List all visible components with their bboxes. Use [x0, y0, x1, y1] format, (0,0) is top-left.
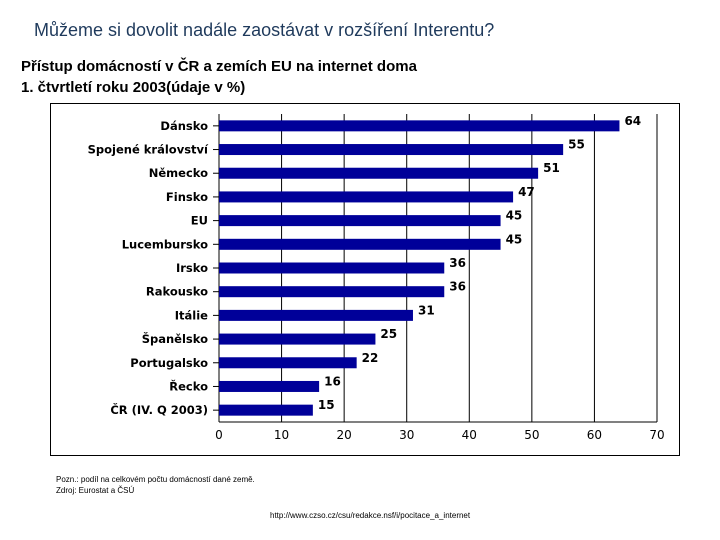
- bar-chart: Dánsko 64 Spojené království 55 Německo 51 Fin…: [88, 114, 665, 442]
- bar-9: [219, 333, 376, 345]
- category-label-7: Rakousko: [146, 285, 208, 299]
- source-line: Zdroj: Eurostat a ČSÚ: [56, 486, 135, 495]
- subtitle-line-2: 1. čtvrtletí roku 2003(údaje v %): [21, 79, 246, 96]
- bar-12: [219, 404, 313, 416]
- value-label-3: 47: [518, 185, 535, 199]
- x-tick-label-7: 70: [649, 428, 664, 442]
- chart-frame: Dánsko 64 Spojené království 55 Německo 51 Fin…: [50, 103, 680, 456]
- value-label-1: 55: [568, 138, 585, 152]
- x-tick-label-5: 50: [524, 428, 539, 442]
- x-tick-label-6: 60: [587, 428, 602, 442]
- x-tick-label-1: 10: [274, 428, 289, 442]
- value-label-12: 15: [318, 398, 335, 412]
- category-label-6: Irsko: [176, 261, 208, 275]
- category-label-5: Lucembursko: [122, 237, 208, 251]
- value-label-10: 22: [362, 351, 379, 365]
- bar-4: [219, 215, 501, 227]
- x-tick-label-0: 0: [215, 428, 223, 442]
- value-label-11: 16: [324, 374, 341, 388]
- chart-subtitle: Přístup domácností v ČR a zemích EU na i…: [21, 56, 621, 98]
- bar-6: [219, 262, 445, 274]
- category-label-12: ČR (IV. Q 2003): [110, 402, 208, 417]
- value-label-2: 51: [543, 161, 560, 175]
- slide-title: Můžeme si dovolit nadále zaostávat v roz…: [34, 20, 495, 40]
- category-label-3: Finsko: [166, 190, 208, 204]
- value-label-4: 45: [506, 209, 523, 223]
- category-label-4: EU: [191, 214, 208, 228]
- x-tick-label-4: 40: [462, 428, 477, 442]
- chart-note: Pozn.: podíl na celkovém počtu domácnost…: [56, 474, 255, 496]
- value-label-5: 45: [506, 232, 523, 246]
- value-label-7: 36: [449, 280, 466, 294]
- category-label-1: Spojené království: [88, 143, 209, 157]
- category-label-8: Itálie: [175, 308, 208, 322]
- value-label-6: 36: [449, 256, 466, 270]
- subtitle-line-1: Přístup domácností v ČR a zemích EU na i…: [21, 58, 417, 75]
- note-line-1: Pozn.: podíl na celkovém počtu domácnost…: [56, 475, 255, 484]
- bar-0: [219, 120, 620, 132]
- bar-5: [219, 238, 501, 250]
- x-tick-label-2: 20: [337, 428, 352, 442]
- value-label-8: 31: [418, 303, 435, 317]
- category-label-10: Portugalsko: [130, 356, 208, 370]
- value-label-9: 25: [380, 327, 397, 341]
- x-tick-label-3: 30: [399, 428, 414, 442]
- category-label-11: Řecko: [169, 378, 208, 393]
- bar-3: [219, 191, 514, 203]
- source-url: http://www.czso.cz/csu/redakce.nsf/i/poc…: [270, 511, 471, 520]
- bar-11: [219, 380, 320, 392]
- category-label-2: Německo: [149, 166, 208, 180]
- bar-2: [219, 167, 539, 179]
- category-label-0: Dánsko: [160, 119, 208, 133]
- category-label-9: Španělsko: [142, 331, 208, 346]
- value-label-0: 64: [624, 114, 641, 128]
- bar-8: [219, 309, 413, 321]
- bar-1: [219, 144, 564, 156]
- bar-7: [219, 286, 445, 298]
- bar-10: [219, 357, 357, 369]
